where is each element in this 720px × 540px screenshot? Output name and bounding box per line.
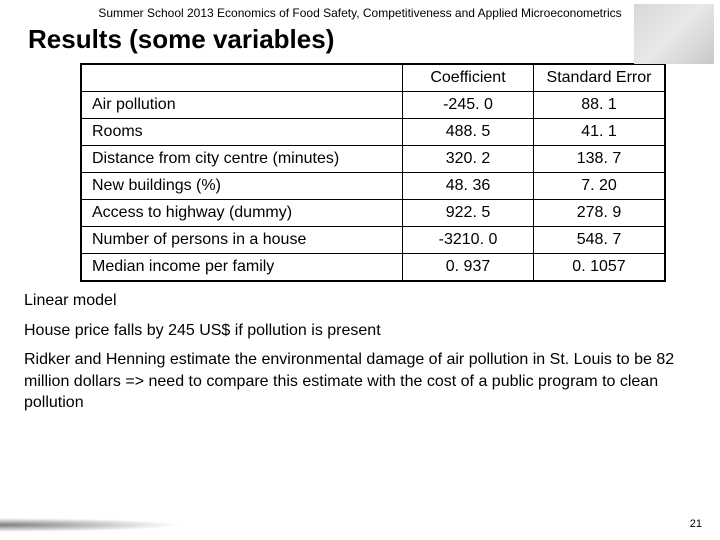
- coef-cell: 0. 937: [403, 254, 534, 282]
- se-cell: 7. 20: [534, 173, 666, 200]
- col-header-blank: [81, 64, 403, 92]
- var-cell: Rooms: [81, 119, 403, 146]
- linear-model-text: Linear model: [24, 290, 696, 312]
- var-cell: Distance from city centre (minutes): [81, 146, 403, 173]
- body-paragraph-1: House price falls by 245 US$ if pollutio…: [24, 320, 696, 342]
- var-cell: Air pollution: [81, 92, 403, 119]
- slide-title: Results (some variables): [0, 20, 720, 63]
- slide-header: Summer School 2013 Economics of Food Saf…: [0, 0, 720, 20]
- table-header-row: Coefficient Standard Error: [81, 64, 665, 92]
- var-cell: New buildings (%): [81, 173, 403, 200]
- coef-cell: 488. 5: [403, 119, 534, 146]
- se-cell: 548. 7: [534, 227, 666, 254]
- shadow-decoration: [0, 518, 180, 532]
- results-table: Coefficient Standard Error Air pollution…: [80, 63, 666, 282]
- se-cell: 88. 1: [534, 92, 666, 119]
- page-number: 21: [690, 518, 702, 530]
- se-cell: 278. 9: [534, 200, 666, 227]
- coef-cell: 922. 5: [403, 200, 534, 227]
- col-header-se: Standard Error: [534, 64, 666, 92]
- coef-cell: -245. 0: [403, 92, 534, 119]
- table-row: Distance from city centre (minutes)320. …: [81, 146, 665, 173]
- body-paragraph-2: Ridker and Henning estimate the environm…: [24, 349, 696, 414]
- se-cell: 41. 1: [534, 119, 666, 146]
- coef-cell: -3210. 0: [403, 227, 534, 254]
- table-row: Rooms488. 541. 1: [81, 119, 665, 146]
- var-cell: Median income per family: [81, 254, 403, 282]
- col-header-coef: Coefficient: [403, 64, 534, 92]
- se-cell: 138. 7: [534, 146, 666, 173]
- table-row: Access to highway (dummy)922. 5278. 9: [81, 200, 665, 227]
- table-row: New buildings (%)48. 367. 20: [81, 173, 665, 200]
- corner-building-image: [634, 4, 714, 64]
- coef-cell: 320. 2: [403, 146, 534, 173]
- table-row: Air pollution-245. 088. 1: [81, 92, 665, 119]
- var-cell: Access to highway (dummy): [81, 200, 403, 227]
- var-cell: Number of persons in a house: [81, 227, 403, 254]
- se-cell: 0. 1057: [534, 254, 666, 282]
- table-row: Number of persons in a house-3210. 0548.…: [81, 227, 665, 254]
- coef-cell: 48. 36: [403, 173, 534, 200]
- table-row: Median income per family0. 9370. 1057: [81, 254, 665, 282]
